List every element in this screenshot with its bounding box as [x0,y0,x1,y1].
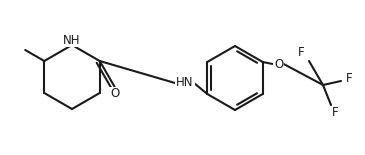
Text: NH: NH [63,33,81,46]
Text: HN: HN [176,77,194,89]
Text: F: F [332,106,338,120]
Text: F: F [346,73,352,86]
Text: O: O [274,58,283,71]
Text: F: F [298,46,304,58]
Text: O: O [110,87,119,100]
